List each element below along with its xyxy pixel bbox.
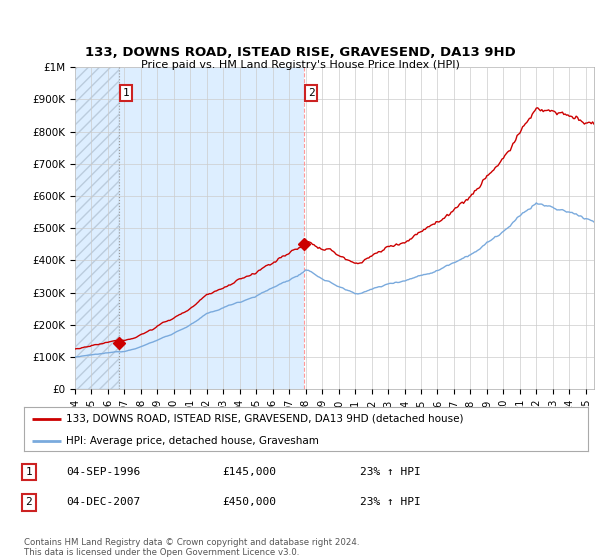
Text: £145,000: £145,000 bbox=[222, 467, 276, 477]
Bar bbox=[75, 67, 119, 389]
Text: Contains HM Land Registry data © Crown copyright and database right 2024.
This d: Contains HM Land Registry data © Crown c… bbox=[24, 538, 359, 557]
Text: 1: 1 bbox=[25, 467, 32, 477]
Text: 1: 1 bbox=[122, 88, 129, 98]
Text: 2: 2 bbox=[25, 497, 32, 507]
Text: 133, DOWNS ROAD, ISTEAD RISE, GRAVESEND, DA13 9HD: 133, DOWNS ROAD, ISTEAD RISE, GRAVESEND,… bbox=[85, 46, 515, 59]
Text: 04-DEC-2007: 04-DEC-2007 bbox=[66, 497, 140, 507]
Text: 23% ↑ HPI: 23% ↑ HPI bbox=[360, 497, 421, 507]
Text: 133, DOWNS ROAD, ISTEAD RISE, GRAVESEND, DA13 9HD (detached house): 133, DOWNS ROAD, ISTEAD RISE, GRAVESEND,… bbox=[66, 414, 464, 424]
Text: Price paid vs. HM Land Registry's House Price Index (HPI): Price paid vs. HM Land Registry's House … bbox=[140, 60, 460, 70]
Text: 23% ↑ HPI: 23% ↑ HPI bbox=[360, 467, 421, 477]
Text: 04-SEP-1996: 04-SEP-1996 bbox=[66, 467, 140, 477]
Bar bbox=[75, 67, 304, 389]
Text: HPI: Average price, detached house, Gravesham: HPI: Average price, detached house, Grav… bbox=[66, 436, 319, 446]
Text: 2: 2 bbox=[308, 88, 314, 98]
Text: £450,000: £450,000 bbox=[222, 497, 276, 507]
